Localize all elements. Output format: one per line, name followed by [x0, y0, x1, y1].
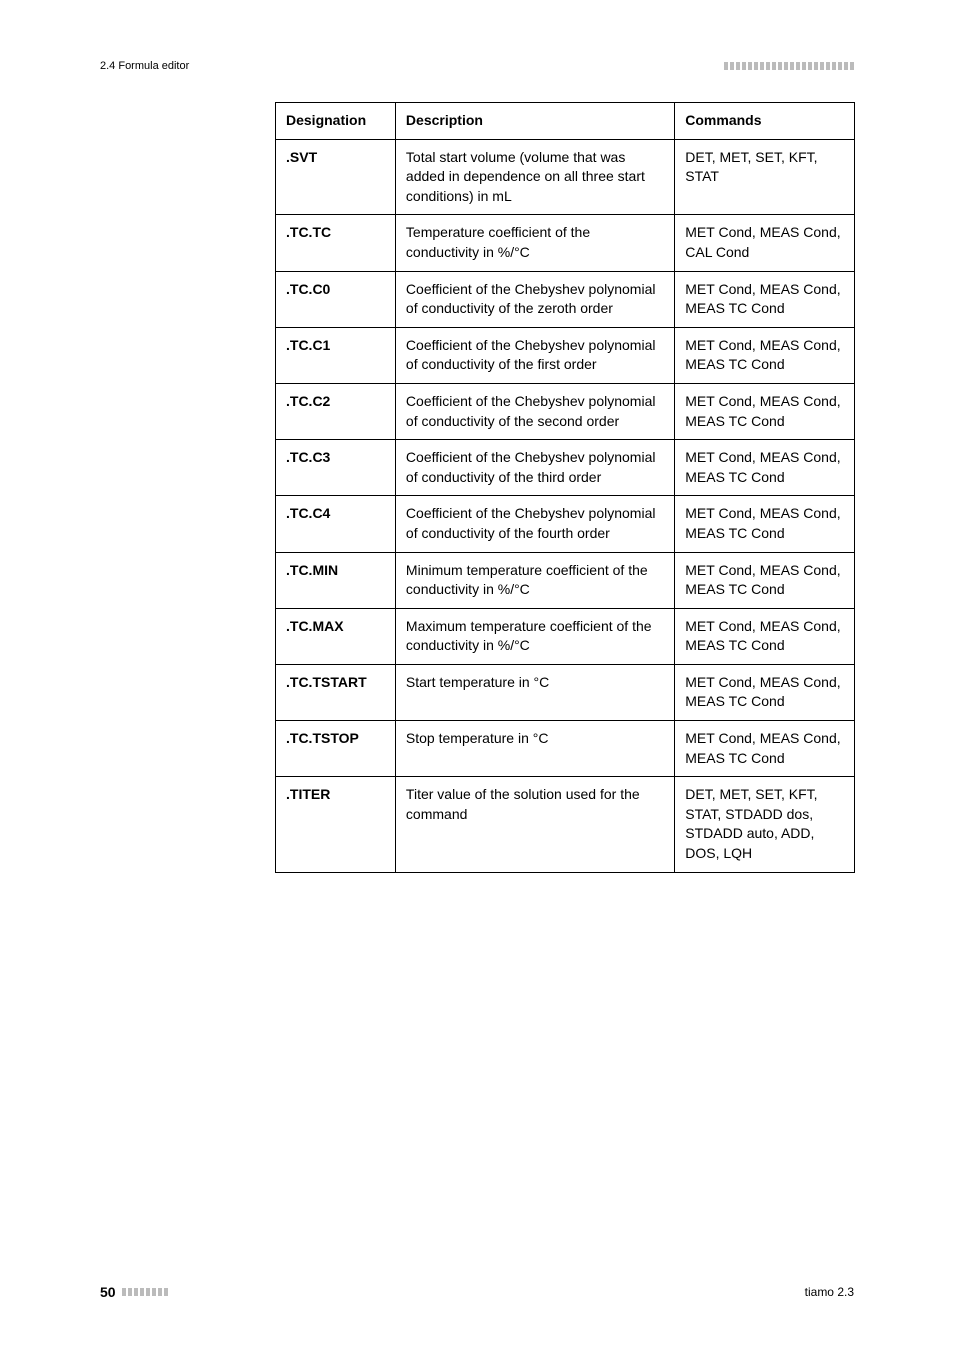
decorative-bar [754, 62, 758, 70]
cell-description: Titer value of the solution used for the… [395, 777, 674, 872]
decorative-bar [832, 62, 836, 70]
cell-designation: .TC.MAX [276, 608, 396, 664]
decorative-bar [128, 1288, 132, 1296]
cell-description: Coefficient of the Chebyshev polynomial … [395, 271, 674, 327]
cell-designation: .TC.TC [276, 215, 396, 271]
decorative-bar [140, 1288, 144, 1296]
cell-description: Maximum temperature coefficient of the c… [395, 608, 674, 664]
cell-commands: MET Cond, MEAS Cond, MEAS TC Cond [675, 721, 855, 777]
footer-left: 50 [100, 1284, 168, 1300]
definitions-table: Designation Description Commands .SVTTot… [275, 102, 855, 873]
cell-commands: MET Cond, MEAS Cond, MEAS TC Cond [675, 496, 855, 552]
table-row: .TC.C3Coefficient of the Chebyshev polyn… [276, 440, 855, 496]
table-row: .TC.C1Coefficient of the Chebyshev polyn… [276, 327, 855, 383]
cell-designation: .TC.TSTART [276, 664, 396, 720]
table-row: .TC.C2Coefficient of the Chebyshev polyn… [276, 383, 855, 439]
cell-commands: MET Cond, MEAS Cond, MEAS TC Cond [675, 440, 855, 496]
cell-commands: MET Cond, MEAS Cond, MEAS TC Cond [675, 327, 855, 383]
cell-description: Start temperature in °C [395, 664, 674, 720]
cell-description: Total start volume (volume that was adde… [395, 139, 674, 215]
cell-description: Coefficient of the Chebyshev polynomial … [395, 383, 674, 439]
decorative-bar [790, 62, 794, 70]
footer-product-label: tiamo 2.3 [805, 1285, 854, 1299]
cell-commands: DET, MET, SET, KFT, STAT, STDADD dos, ST… [675, 777, 855, 872]
decorative-bar [152, 1288, 156, 1296]
decorative-bar [730, 62, 734, 70]
page-header: 2.4 Formula editor [100, 60, 854, 72]
decorative-bar [784, 62, 788, 70]
decorative-bar [850, 62, 854, 70]
decorative-bar [158, 1288, 162, 1296]
table-header-row: Designation Description Commands [276, 103, 855, 140]
decorative-bar [164, 1288, 168, 1296]
decorative-bar [838, 62, 842, 70]
cell-commands: DET, MET, SET, KFT, STAT [675, 139, 855, 215]
cell-commands: MET Cond, MEAS Cond, MEAS TC Cond [675, 552, 855, 608]
cell-designation: .TC.C3 [276, 440, 396, 496]
table-row: .TC.MINMinimum temperature coefficient o… [276, 552, 855, 608]
cell-commands: MET Cond, MEAS Cond, MEAS TC Cond [675, 608, 855, 664]
cell-commands: MET Cond, MEAS Cond, MEAS TC Cond [675, 271, 855, 327]
page-number: 50 [100, 1284, 116, 1300]
cell-description: Coefficient of the Chebyshev polynomial … [395, 327, 674, 383]
table-row: .TC.TSTOPStop temperature in °CMET Cond,… [276, 721, 855, 777]
cell-description: Coefficient of the Chebyshev polynomial … [395, 440, 674, 496]
cell-designation: .TC.C2 [276, 383, 396, 439]
decorative-bar [724, 62, 728, 70]
footer-decorative-bars [122, 1288, 168, 1296]
col-header-description: Description [395, 103, 674, 140]
decorative-bar [820, 62, 824, 70]
decorative-bar [766, 62, 770, 70]
decorative-bar [122, 1288, 126, 1296]
header-decorative-bars [724, 62, 854, 70]
cell-designation: .TC.TSTOP [276, 721, 396, 777]
cell-designation: .TC.C1 [276, 327, 396, 383]
table-row: .TITERTiter value of the solution used f… [276, 777, 855, 872]
page-container: 2.4 Formula editor Designation Descripti… [0, 0, 954, 1350]
decorative-bar [844, 62, 848, 70]
page-footer: 50 tiamo 2.3 [100, 1284, 854, 1300]
cell-designation: .SVT [276, 139, 396, 215]
decorative-bar [826, 62, 830, 70]
table-row: .TC.TCTemperature coefficient of the con… [276, 215, 855, 271]
cell-commands: MET Cond, MEAS Cond, CAL Cond [675, 215, 855, 271]
cell-designation: .TC.MIN [276, 552, 396, 608]
decorative-bar [736, 62, 740, 70]
decorative-bar [778, 62, 782, 70]
table-row: .TC.MAXMaximum temperature coefficient o… [276, 608, 855, 664]
decorative-bar [796, 62, 800, 70]
decorative-bar [802, 62, 806, 70]
header-section-label: 2.4 Formula editor [100, 60, 189, 72]
decorative-bar [146, 1288, 150, 1296]
cell-designation: .TITER [276, 777, 396, 872]
decorative-bar [742, 62, 746, 70]
decorative-bar [808, 62, 812, 70]
table-row: .SVTTotal start volume (volume that was … [276, 139, 855, 215]
cell-designation: .TC.C4 [276, 496, 396, 552]
decorative-bar [134, 1288, 138, 1296]
decorative-bar [772, 62, 776, 70]
decorative-bar [760, 62, 764, 70]
cell-commands: MET Cond, MEAS Cond, MEAS TC Cond [675, 383, 855, 439]
cell-description: Temperature coefficient of the conductiv… [395, 215, 674, 271]
table-row: .TC.C4Coefficient of the Chebyshev polyn… [276, 496, 855, 552]
cell-description: Stop temperature in °C [395, 721, 674, 777]
table-row: .TC.TSTARTStart temperature in °CMET Con… [276, 664, 855, 720]
decorative-bar [814, 62, 818, 70]
decorative-bar [748, 62, 752, 70]
cell-designation: .TC.C0 [276, 271, 396, 327]
table-row: .TC.C0Coefficient of the Chebyshev polyn… [276, 271, 855, 327]
col-header-commands: Commands [675, 103, 855, 140]
col-header-designation: Designation [276, 103, 396, 140]
cell-commands: MET Cond, MEAS Cond, MEAS TC Cond [675, 664, 855, 720]
cell-description: Coefficient of the Chebyshev polynomial … [395, 496, 674, 552]
cell-description: Minimum temperature coefficient of the c… [395, 552, 674, 608]
